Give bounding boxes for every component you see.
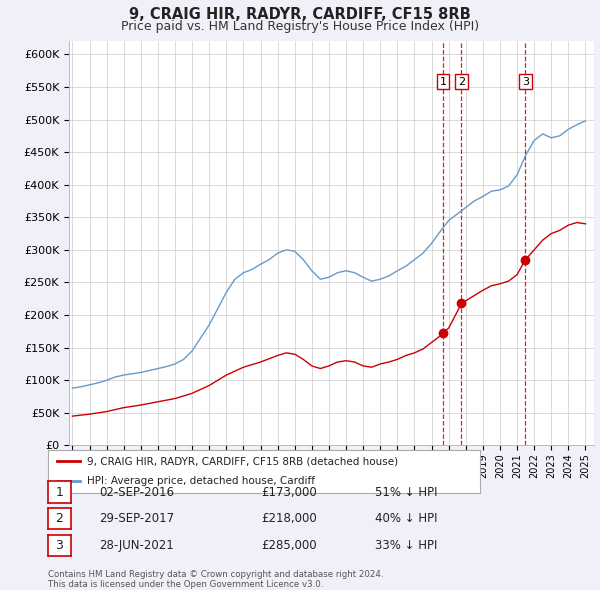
Text: HPI: Average price, detached house, Cardiff: HPI: Average price, detached house, Card… [87,476,315,486]
Text: 1: 1 [439,77,446,87]
Text: 51% ↓ HPI: 51% ↓ HPI [375,486,437,499]
Text: £285,000: £285,000 [261,539,317,552]
Text: 28-JUN-2021: 28-JUN-2021 [99,539,174,552]
Text: 33% ↓ HPI: 33% ↓ HPI [375,539,437,552]
Text: 1: 1 [55,486,64,499]
Text: 9, CRAIG HIR, RADYR, CARDIFF, CF15 8RB (detached house): 9, CRAIG HIR, RADYR, CARDIFF, CF15 8RB (… [87,456,398,466]
Text: £218,000: £218,000 [261,512,317,525]
Text: Contains HM Land Registry data © Crown copyright and database right 2024.
This d: Contains HM Land Registry data © Crown c… [48,570,383,589]
Text: 2: 2 [458,77,465,87]
Text: 3: 3 [55,539,64,552]
Text: 3: 3 [522,77,529,87]
Text: 02-SEP-2016: 02-SEP-2016 [99,486,174,499]
Text: 40% ↓ HPI: 40% ↓ HPI [375,512,437,525]
Text: 2: 2 [55,512,64,525]
Text: Price paid vs. HM Land Registry's House Price Index (HPI): Price paid vs. HM Land Registry's House … [121,20,479,33]
Text: 29-SEP-2017: 29-SEP-2017 [99,512,174,525]
Text: £173,000: £173,000 [261,486,317,499]
Text: 9, CRAIG HIR, RADYR, CARDIFF, CF15 8RB: 9, CRAIG HIR, RADYR, CARDIFF, CF15 8RB [129,7,471,22]
